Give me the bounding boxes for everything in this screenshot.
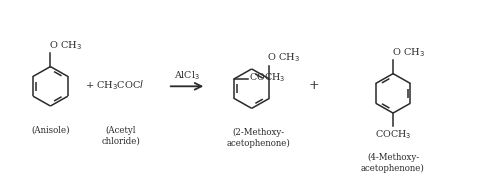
Text: (2-Methoxy-
acetophenone): (2-Methoxy- acetophenone) (226, 128, 290, 148)
Text: + CH$_3$COC$l$: + CH$_3$COC$l$ (85, 78, 144, 92)
Text: COCH$_3$: COCH$_3$ (248, 72, 285, 84)
Text: +: + (308, 79, 319, 92)
Text: O CH$_3$: O CH$_3$ (49, 39, 82, 52)
Text: (Acetyl
chloride): (Acetyl chloride) (101, 126, 140, 145)
Text: COCH$_3$: COCH$_3$ (374, 128, 410, 141)
Text: (Anisole): (Anisole) (31, 126, 70, 135)
Text: O CH$_3$: O CH$_3$ (391, 46, 424, 59)
Text: O CH$_3$: O CH$_3$ (266, 52, 299, 64)
Text: AlCl$_3$: AlCl$_3$ (174, 69, 200, 82)
Text: (4-Methoxy-
acetophenone): (4-Methoxy- acetophenone) (360, 153, 424, 173)
